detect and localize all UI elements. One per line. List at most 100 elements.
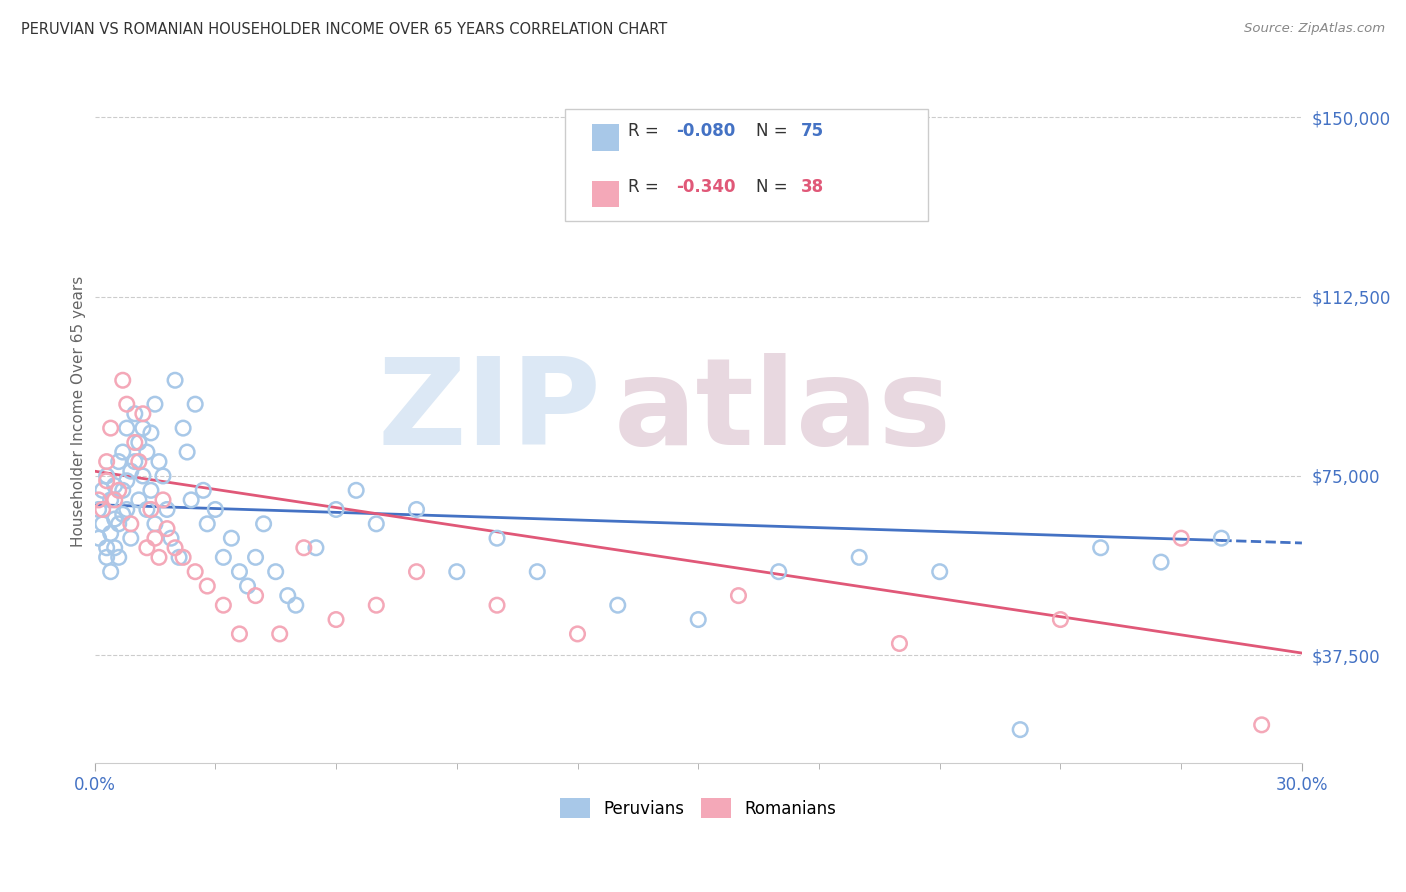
Point — [104, 492, 127, 507]
Point — [221, 531, 243, 545]
Point — [139, 425, 162, 440]
Point — [96, 474, 118, 488]
Point — [124, 455, 146, 469]
Text: ZIP: ZIP — [378, 353, 602, 470]
Point — [245, 550, 267, 565]
Point — [1250, 718, 1272, 732]
Point — [107, 455, 129, 469]
Text: R =: R = — [628, 121, 664, 140]
Point — [100, 565, 122, 579]
Point — [115, 397, 138, 411]
Point — [132, 469, 155, 483]
Point — [165, 541, 187, 555]
Point — [132, 421, 155, 435]
Point — [366, 516, 388, 531]
Point — [87, 502, 110, 516]
Point — [284, 598, 307, 612]
Point — [405, 565, 427, 579]
Point — [688, 613, 710, 627]
Point — [277, 589, 299, 603]
Point — [172, 421, 194, 435]
Point — [228, 627, 250, 641]
Point — [264, 565, 287, 579]
Point — [104, 541, 127, 555]
Point — [135, 445, 157, 459]
Point — [143, 516, 166, 531]
Point — [139, 502, 162, 516]
Point — [727, 589, 749, 603]
Text: R =: R = — [628, 178, 664, 196]
Point — [135, 502, 157, 516]
Point — [139, 483, 162, 498]
Point — [212, 598, 235, 612]
Point — [111, 373, 134, 387]
Point — [111, 483, 134, 498]
Point — [128, 492, 150, 507]
Point — [212, 550, 235, 565]
Point — [252, 516, 274, 531]
Point — [128, 455, 150, 469]
Text: atlas: atlas — [614, 353, 952, 470]
Point — [167, 550, 190, 565]
Point — [91, 502, 114, 516]
Point — [567, 627, 589, 641]
Point — [148, 455, 170, 469]
Point — [172, 550, 194, 565]
Point — [91, 516, 114, 531]
Point — [292, 541, 315, 555]
Point — [245, 589, 267, 603]
Point — [107, 483, 129, 498]
Point — [115, 421, 138, 435]
Text: 38: 38 — [801, 178, 824, 196]
Point — [193, 483, 215, 498]
Point — [269, 627, 291, 641]
Point — [1090, 541, 1112, 555]
Point — [176, 445, 198, 459]
Point — [344, 483, 367, 498]
Point — [165, 373, 187, 387]
Point — [156, 522, 179, 536]
Text: Source: ZipAtlas.com: Source: ZipAtlas.com — [1244, 22, 1385, 36]
Point — [124, 435, 146, 450]
Point — [115, 474, 138, 488]
Point — [96, 469, 118, 483]
Point — [120, 516, 142, 531]
Point — [111, 445, 134, 459]
Point — [87, 492, 110, 507]
Point — [485, 531, 508, 545]
Text: N =: N = — [756, 121, 793, 140]
Point — [96, 541, 118, 555]
Point — [526, 565, 548, 579]
Text: -0.080: -0.080 — [676, 121, 735, 140]
Point — [1170, 531, 1192, 545]
Point — [848, 550, 870, 565]
Point — [111, 508, 134, 522]
Point — [1211, 531, 1233, 545]
Point — [120, 464, 142, 478]
Point — [152, 492, 174, 507]
Point — [143, 531, 166, 545]
Point — [115, 502, 138, 516]
Point — [1049, 613, 1071, 627]
Point — [143, 397, 166, 411]
Point — [104, 478, 127, 492]
Point — [87, 531, 110, 545]
Point — [107, 550, 129, 565]
Point — [228, 565, 250, 579]
Text: N =: N = — [756, 178, 793, 196]
Point — [128, 435, 150, 450]
Point — [325, 502, 347, 516]
Point — [96, 550, 118, 565]
Point — [195, 516, 218, 531]
Point — [148, 550, 170, 565]
Point — [606, 598, 628, 612]
Point — [889, 636, 911, 650]
Legend: Peruvians, Romanians: Peruvians, Romanians — [554, 791, 844, 825]
Point — [1150, 555, 1173, 569]
Point — [184, 397, 207, 411]
Point — [446, 565, 468, 579]
Point — [96, 455, 118, 469]
Point — [160, 531, 183, 545]
Point — [91, 483, 114, 498]
Point — [366, 598, 388, 612]
